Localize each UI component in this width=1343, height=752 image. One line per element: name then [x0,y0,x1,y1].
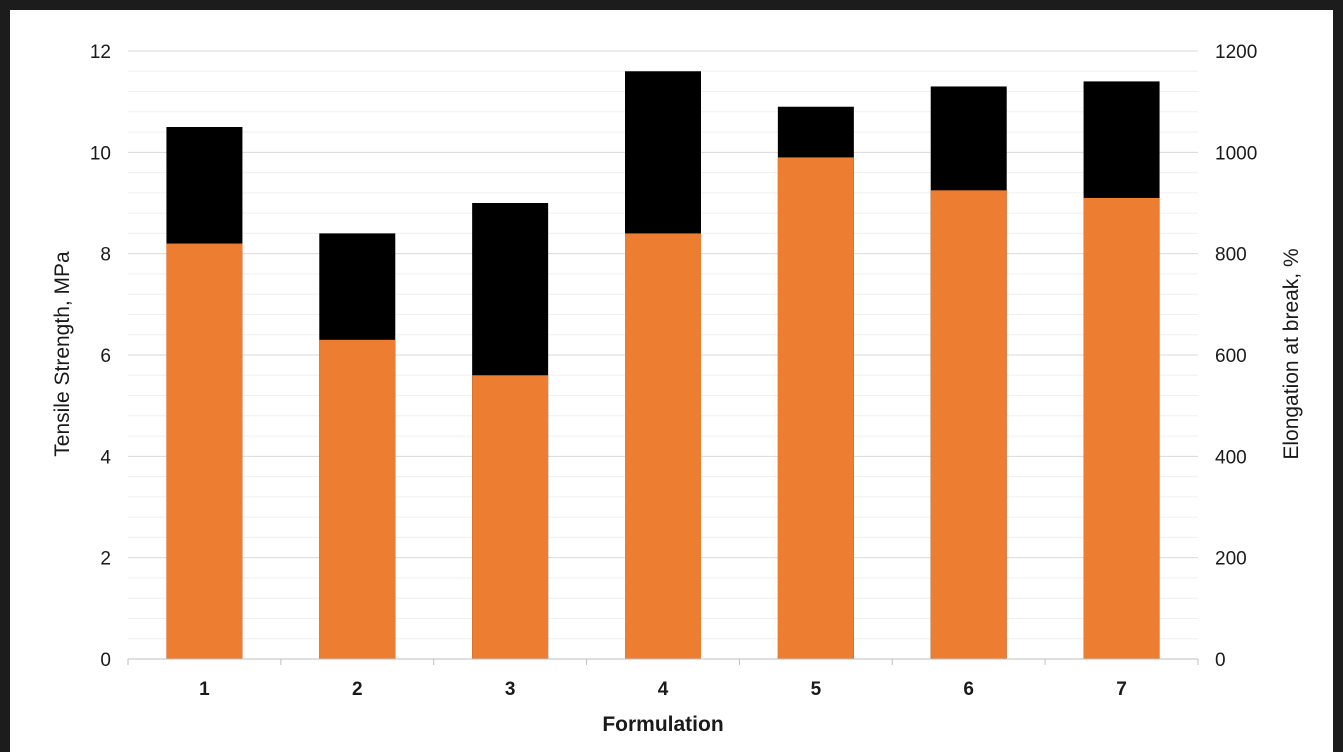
bar-tensile-strength [319,339,396,659]
x-axis-title: Formulation [602,713,723,736]
y-tick-label: 2 [100,549,111,570]
y2-tick-label: 1200 [1215,42,1257,63]
y2-tick-label: 1000 [1215,143,1257,164]
bars [166,71,1160,660]
y2-axis-title: Elongation at break, % [1280,248,1303,459]
y-tick-label: 8 [100,245,111,266]
bar-tensile-strength [1083,197,1160,659]
y2-tick-label: 600 [1215,346,1247,367]
x-tick-label: 7 [1116,679,1127,700]
x-tick-label: 2 [352,679,363,700]
y-tick-label: 0 [100,650,111,671]
y2-tick-label: 0 [1215,650,1226,671]
axes [127,658,1199,665]
x-tick-label: 3 [505,679,516,700]
y-tick-label: 6 [100,346,111,367]
y2-tick-label: 200 [1215,549,1247,570]
y-tick-label: 4 [100,447,111,468]
y2-tick-label: 400 [1215,447,1247,468]
x-tick-label: 4 [658,679,669,700]
x-tick-label: 1 [199,679,210,700]
x-tick-label: 6 [963,679,974,700]
x-tick-label: 5 [811,679,822,700]
bar-tensile-strength [625,233,701,659]
bar-tensile-strength [166,243,243,660]
y-axis-title: Tensile Strength, MPa [51,251,74,457]
y-tick-label: 12 [90,42,111,63]
bar-tensile-strength [472,375,549,659]
bar-tensile-strength [930,190,1007,660]
bar-tensile-strength [777,157,854,659]
y-tick-label: 10 [90,143,111,164]
y2-tick-label: 800 [1215,245,1247,266]
